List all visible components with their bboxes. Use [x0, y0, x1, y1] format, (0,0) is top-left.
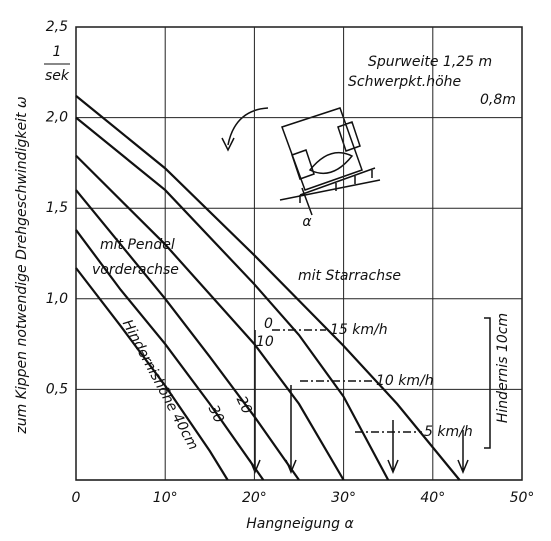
- curve: [75, 95, 461, 481]
- annotation: 15 km/h: [330, 322, 388, 338]
- curve: [75, 229, 265, 481]
- y-unit: sek: [45, 68, 70, 84]
- annotation: vorderachse: [92, 262, 179, 278]
- x-tick-label: 0: [72, 490, 81, 506]
- curve: [75, 154, 345, 481]
- annotation: Spurweite 1,25 m: [368, 54, 492, 70]
- y-tick-label: 0,5: [46, 381, 68, 397]
- annotation: 0: [264, 316, 273, 332]
- plot-frame: [75, 26, 523, 481]
- y-tick-label: 1,5: [46, 200, 68, 216]
- x-tick-label: 50°: [510, 490, 535, 506]
- x-tick-label: 30°: [331, 490, 356, 506]
- y-unit: 1: [53, 44, 62, 60]
- annotation: 10: [256, 334, 274, 350]
- y-tick-label: 2,5: [46, 19, 68, 35]
- annotation: mit Starrachse: [298, 268, 401, 284]
- annotation: mit Pendel: [100, 237, 175, 253]
- decoration: [221, 107, 491, 474]
- curve: [75, 189, 300, 481]
- x-tick-label: 40°: [420, 490, 445, 506]
- x-tick-label: 20°: [242, 490, 267, 506]
- x-label: Hangneigung α: [246, 516, 354, 532]
- annotation: 10 km/h: [376, 373, 434, 389]
- y-label: zum Kippen notwendige Drehgeschwindigkei…: [14, 96, 30, 434]
- annotation: 0,8m: [480, 92, 516, 108]
- curve: [75, 267, 229, 481]
- annotation: Schwerpkt.höhe: [348, 74, 461, 90]
- annotation: 20: [233, 394, 255, 417]
- annotation: 30: [205, 403, 227, 426]
- curve: [75, 116, 390, 481]
- x-tick-label: 10°: [153, 490, 178, 506]
- annotation: α: [302, 214, 312, 230]
- annotation: Hindernis 10cm: [495, 313, 511, 423]
- y-tick-label: 1,0: [46, 291, 68, 307]
- annotation: 5 km/h: [424, 424, 473, 440]
- y-tick-label: 2,0: [46, 110, 68, 126]
